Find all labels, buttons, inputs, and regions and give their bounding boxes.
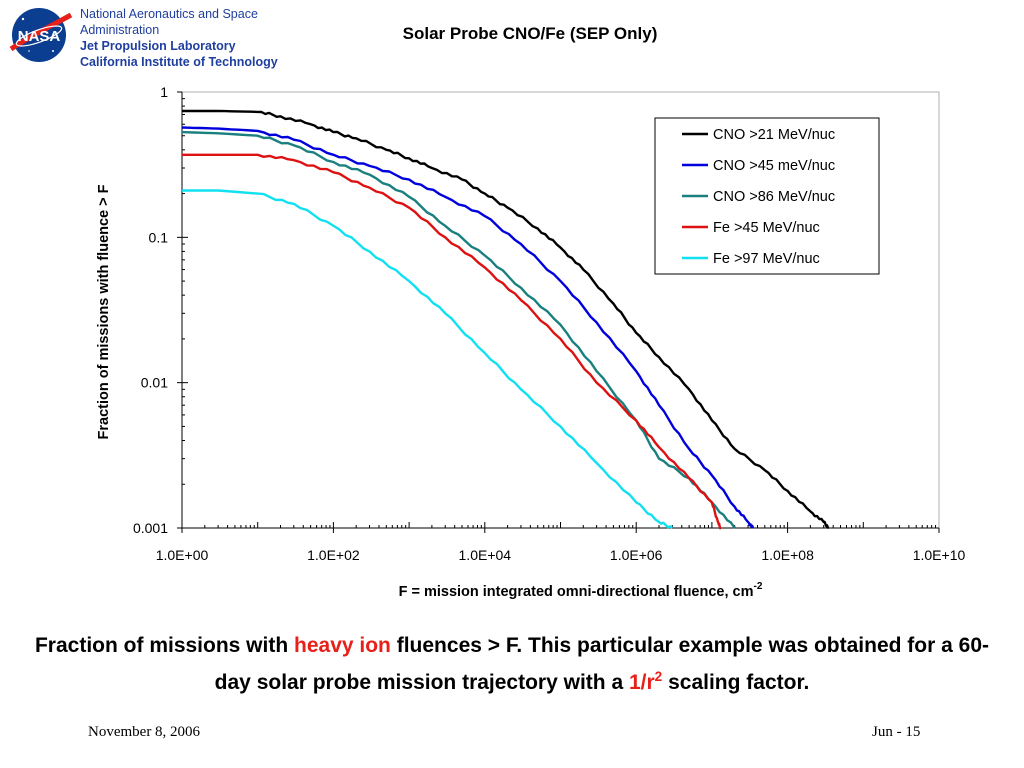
- x-tick-label: 1.0E+04: [459, 547, 512, 563]
- legend-label: Fe >97 MeV/nuc: [713, 251, 820, 267]
- x-axis-title: F = mission integrated omni-directional …: [399, 581, 763, 600]
- caption-part-5: scaling factor.: [662, 671, 810, 694]
- chart: 1.0E+00 1.0E+02 1.0E+04 1.0E+06 1.0E+08 1.0E+…: [96, 84, 966, 600]
- footer-date: November 8, 2006: [88, 724, 201, 740]
- caption-highlight-scaling: 1/r2: [628, 669, 663, 694]
- org-line-1: National Aeronautics and Space: [80, 7, 258, 21]
- legend-label: CNO >86 MeV/nuc: [713, 189, 835, 205]
- x-tick-label: 1.0E+02: [307, 547, 360, 563]
- caption-part-1: Fraction of missions with: [34, 634, 295, 657]
- y-tick-label: 1: [160, 84, 168, 100]
- x-axis-title-sup: -2: [754, 581, 763, 592]
- caption: Fraction of missions with heavy ion flue…: [20, 630, 1004, 698]
- y-tick-label: 0.001: [133, 520, 168, 536]
- footer-page-number: Jun - 15: [872, 724, 921, 740]
- caption-scaling-sup: 2: [654, 669, 663, 684]
- legend-label: CNO >21 MeV/nuc: [713, 127, 835, 143]
- y-tick-label: 0.1: [149, 229, 169, 245]
- chart-title: Solar Probe CNO/Fe (SEP Only): [402, 24, 658, 43]
- series-line-cno-45-mev-nuc: [181, 126, 755, 529]
- legend-label: CNO >45 meV/nuc: [713, 158, 835, 174]
- series-line-fe-45-mev-nuc: [182, 153, 722, 530]
- caption-part-3: fluences > F. This particular example wa…: [214, 634, 990, 694]
- series-line-fe-97-mev-nuc: [182, 189, 674, 529]
- y-axis-title: Fraction of missions with fluence > F: [96, 184, 112, 439]
- y-tick-label: 0.01: [141, 375, 168, 391]
- x-tick-label: 1.0E+10: [913, 547, 966, 563]
- org-line-3: Jet Propulsion Laboratory: [80, 39, 236, 53]
- nasa-logo-text: NASA: [18, 28, 61, 45]
- caption-highlight-heavy-ion: heavy ion: [294, 634, 391, 657]
- org-block: National Aeronautics and Space Administr…: [80, 6, 278, 70]
- series-line-cno-21-mev-nuc: [182, 109, 830, 530]
- series-line-cno-86-mev-nuc: [181, 130, 736, 529]
- legend-label: Fe >45 MeV/nuc: [713, 220, 820, 236]
- org-line-2: Administration: [80, 23, 160, 37]
- caption-scaling-base: 1/r: [628, 671, 655, 694]
- x-tick-label: 1.0E+08: [761, 547, 814, 563]
- org-line-4: California Institute of Technology: [80, 55, 278, 69]
- nasa-logo: NASA: [5, 5, 73, 65]
- x-tick-label: 1.0E+00: [156, 547, 209, 563]
- x-tick-label: 1.0E+06: [610, 547, 663, 563]
